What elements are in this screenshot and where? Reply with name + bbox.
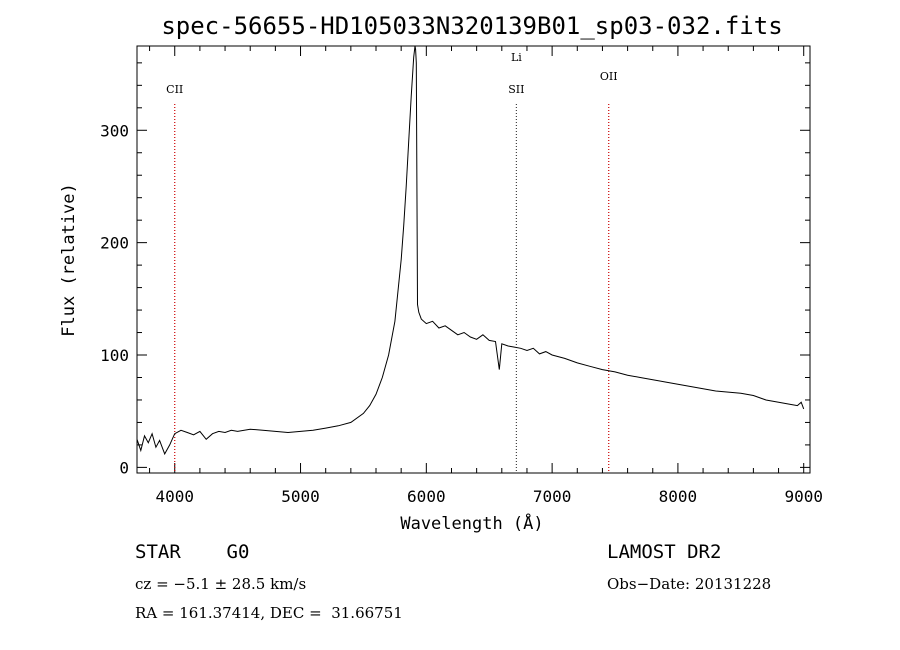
y-tick-label: 100: [100, 346, 129, 365]
chart-title: spec-56655-HD105033N320139B01_sp03-032.f…: [161, 12, 782, 40]
x-tick-label: 8000: [659, 487, 698, 506]
object-class: STAR G0: [135, 541, 250, 563]
y-tick-label: 0: [119, 458, 129, 477]
x-tick-label: 9000: [784, 487, 823, 506]
x-tick-label: 5000: [281, 487, 320, 506]
x-axis-label: Wavelength (Å): [400, 512, 543, 534]
coordinates: RA = 161.37414, DEC = 31.66751: [135, 604, 403, 622]
y-tick-label: 300: [100, 121, 129, 140]
line-marker-label: Li: [511, 51, 522, 64]
plot-frame: [136, 45, 811, 474]
x-tick-label: 7000: [533, 487, 572, 506]
x-tick-label: 4000: [155, 487, 194, 506]
y-tick-label: 200: [100, 234, 129, 253]
line-marker-label: OII: [600, 70, 618, 83]
line-marker-label: SII: [508, 83, 524, 96]
line-marker-label: CII: [166, 83, 183, 96]
observation-date: Obs−Date: 20131228: [607, 575, 772, 593]
spectrum-line: [136, 45, 805, 456]
x-tick-label: 6000: [407, 487, 446, 506]
survey-name: LAMOST DR2: [607, 541, 722, 563]
axis-ticks: 4000 5000 6000 7000 8000 9000 0 100 200 300: [100, 46, 823, 506]
emission-line-markers: CII Li SII OII: [166, 51, 618, 473]
redshift-velocity: cz = −5.1 ± 28.5 km/s: [135, 575, 307, 593]
y-axis-label: Flux (relative): [59, 183, 79, 337]
